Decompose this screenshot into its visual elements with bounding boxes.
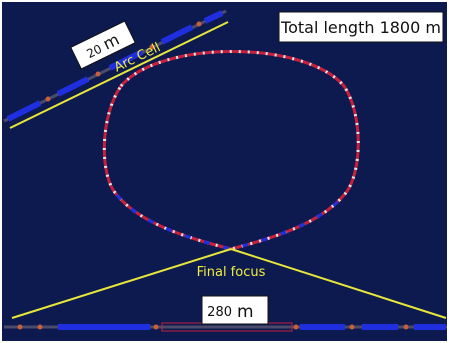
bottom-beamline	[4, 322, 447, 332]
bottom-scale-value: 280	[207, 305, 232, 320]
arc-cell-guide-line	[9, 21, 229, 129]
final-focus-guide-left	[11, 248, 232, 319]
bottom-scale-label: 280 m	[201, 295, 269, 325]
bottom-scale-unit: m	[237, 302, 254, 322]
total-length-text: Total length 1800 m	[280, 18, 441, 37]
storage-ring-lattice	[102, 50, 360, 251]
arc-cell-beamline	[3, 9, 227, 123]
final-focus-label: Final focus	[197, 265, 266, 280]
final-focus-guide-right	[230, 248, 447, 319]
arc-scale-label: 20 m	[70, 20, 136, 70]
arc-scale-value: 20	[84, 42, 104, 61]
arc-scale-unit: m	[100, 30, 122, 54]
total-length-label: Total length 1800 m	[278, 11, 444, 43]
